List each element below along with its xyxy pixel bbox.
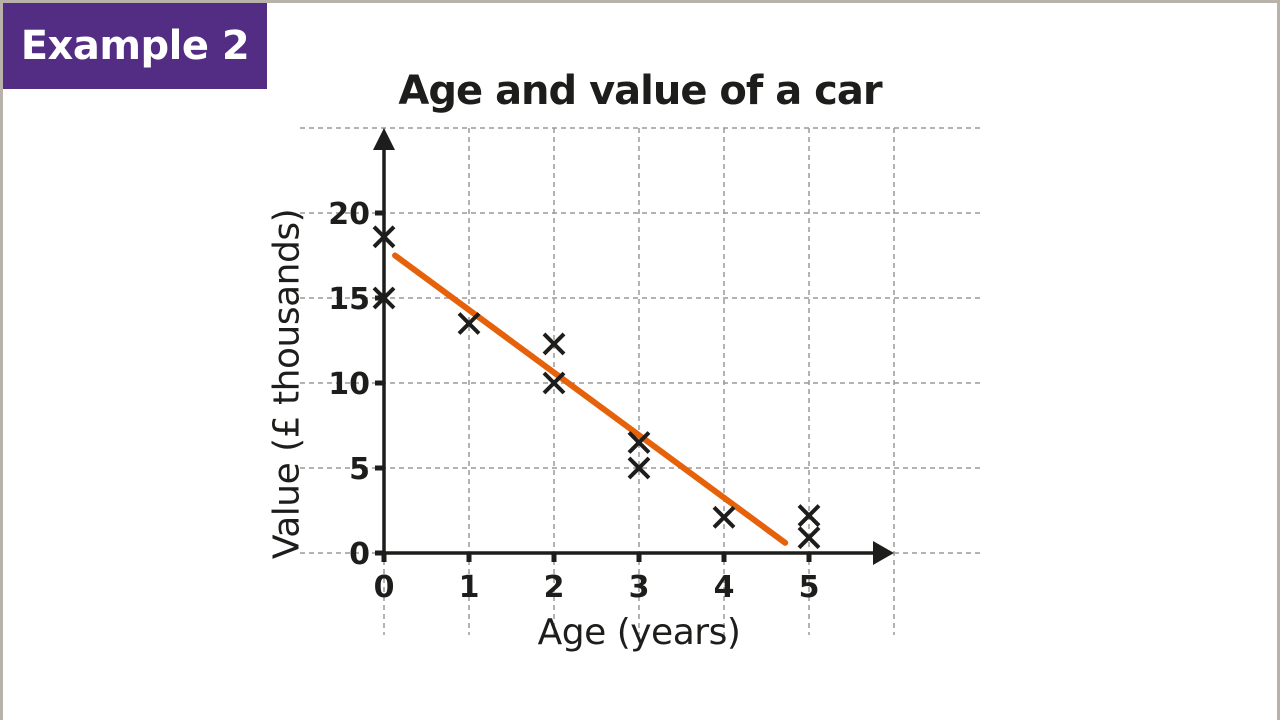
data-point-x-marker (797, 504, 821, 528)
x-axis-arrow-icon (873, 541, 894, 565)
data-point-x-marker (372, 225, 396, 249)
y-tick-label: 5 (349, 452, 370, 487)
y-axis-arrow-icon (373, 128, 395, 150)
data-point-x-marker (797, 526, 821, 550)
data-point-x-marker (372, 286, 396, 310)
y-tick-label: 20 (328, 197, 370, 232)
x-axis-label: Age (years) (537, 612, 741, 653)
x-tick-label: 2 (544, 570, 565, 605)
x-tick-label: 4 (714, 570, 735, 605)
y-tick-label: 15 (328, 282, 370, 317)
best-fit-line (392, 252, 789, 546)
y-tick-label: 0 (349, 537, 370, 572)
chart-title: Age and value of a car (398, 68, 882, 114)
data-point-x-marker (542, 371, 566, 395)
axis-ticks: 0 1 2 3 4 5 0 5 10 15 20 (328, 197, 819, 605)
x-tick-label: 5 (799, 570, 820, 605)
data-point-x-marker (627, 456, 651, 480)
line-of-best-fit (392, 252, 789, 546)
x-tick-label: 3 (629, 570, 650, 605)
x-tick-label: 0 (374, 570, 395, 605)
data-point-x-marker (542, 332, 566, 356)
data-points (372, 225, 821, 550)
example-badge-label: Example 2 (20, 23, 250, 69)
y-tick-label: 10 (328, 367, 370, 402)
x-tick-label: 1 (459, 570, 480, 605)
data-point-x-marker (627, 431, 651, 454)
example-badge: Example 2 (3, 3, 267, 89)
data-point-x-marker (457, 312, 481, 335)
axes (373, 128, 894, 565)
y-axis-label: Value (£ thousands) (266, 208, 308, 560)
data-point-x-marker (712, 505, 736, 529)
